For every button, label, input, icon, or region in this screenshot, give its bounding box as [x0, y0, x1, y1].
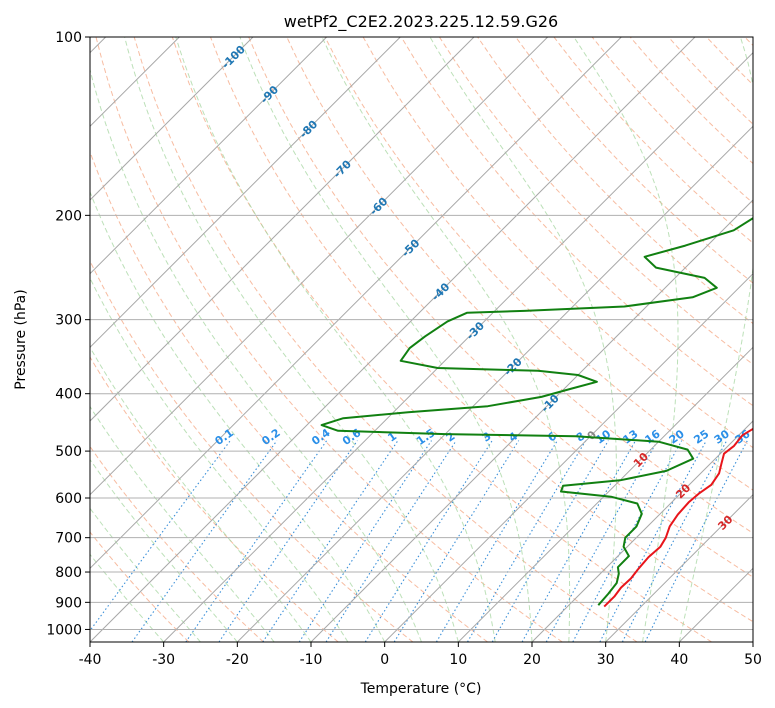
x-tick-label: -40 — [79, 652, 102, 668]
plot-frame — [89, 36, 754, 643]
mixing-ratio-line — [325, 440, 457, 642]
isotherm-line — [90, 37, 475, 422]
moist-adiabat-line — [124, 37, 459, 642]
isotherm-line — [90, 37, 549, 496]
isotherm-line — [384, 272, 753, 642]
dry-adiabat-line — [90, 356, 339, 642]
mixing-ratio-line — [435, 440, 558, 642]
y-tick-label: 300 — [55, 313, 82, 329]
moist-adiabat-line — [90, 67, 422, 642]
moist-adiabat-line — [90, 458, 238, 642]
moist-adiabat-line — [678, 37, 753, 642]
isotherm-line — [605, 493, 753, 642]
mixing-ratio-line — [572, 440, 683, 642]
mixing-ratio-line — [185, 440, 328, 642]
isotherm-label: 40 — [758, 543, 775, 563]
isotherms — [90, 37, 753, 642]
series-lines — [320, 216, 753, 608]
mixing-ratio-line — [131, 440, 278, 642]
y-tick-label: 400 — [55, 387, 82, 403]
x-tick-label: 30 — [597, 652, 615, 668]
moist-adiabat-line — [90, 553, 165, 642]
dry-adiabat-line — [171, 37, 712, 642]
isotherm-line — [90, 37, 254, 201]
isotherm-line — [90, 37, 401, 349]
isotherm-line — [90, 37, 328, 275]
isotherm-line — [90, 37, 622, 570]
x-axis: -40 -30 -20 -10 0 10 20 30 40 50 — [79, 642, 762, 668]
mixing-ratio-line — [644, 440, 748, 642]
dry-adiabat-line — [95, 37, 563, 642]
isotherm-line — [531, 420, 753, 642]
dewpoint-line — [320, 216, 753, 606]
dry-adiabat-line — [324, 37, 753, 491]
y-tick-label: 900 — [55, 595, 82, 611]
y-axis-label: Pressure (hPa) — [13, 289, 29, 389]
mixing-ratio-line — [491, 440, 609, 642]
mixing-ratio-line — [90, 440, 231, 632]
dry-adiabat-line — [210, 37, 753, 623]
y-axis: 100 200 300 400 500 600 700 800 900 1000 — [46, 30, 90, 638]
isotherm-line — [90, 37, 696, 642]
dry-adiabat-line — [90, 150, 488, 642]
x-tick-label: 0 — [380, 652, 389, 668]
dry-adiabat-line — [248, 37, 753, 578]
dry-adiabat-line — [515, 37, 753, 284]
y-tick-label: 1000 — [46, 622, 82, 638]
dry-adiabat-line — [133, 37, 638, 642]
mixing-ratio-line — [298, 440, 432, 642]
y-tick-label: 100 — [55, 30, 82, 46]
moist-adiabat-line — [90, 277, 349, 642]
moist-adiabat-line — [90, 190, 386, 642]
mixing-ratio-lines — [90, 440, 748, 642]
moist-adiabat-line — [90, 346, 312, 642]
y-tick-label: 700 — [55, 531, 82, 547]
dry-adiabat-line — [90, 531, 190, 642]
y-tick-label: 200 — [55, 208, 82, 224]
dry-adiabat-line — [400, 37, 753, 407]
x-axis-label: Temperature (°C) — [360, 681, 482, 697]
y-tick-label: 500 — [55, 444, 82, 460]
isotherm-line — [236, 125, 753, 642]
mixing-ratio-line — [364, 440, 493, 642]
moist-adiabat-line — [90, 507, 201, 642]
moist-adiabat-line — [175, 37, 496, 642]
isobars — [90, 37, 753, 630]
isotherm-line — [310, 199, 753, 642]
x-tick-label: -20 — [226, 652, 249, 668]
dry-adiabat-line — [438, 37, 753, 366]
dry-adiabat-line — [90, 445, 264, 642]
x-tick-label: 20 — [523, 652, 541, 668]
mixing-ratio-line — [262, 440, 399, 642]
moist-adiabat-line — [239, 37, 533, 642]
chart-title: wetPf2_C2E2.2023.225.12.59.G26 — [284, 12, 558, 32]
x-tick-label: 50 — [744, 652, 762, 668]
isotherm-line — [752, 641, 753, 642]
isotherm-line — [457, 346, 753, 642]
mixing-ratio-line — [545, 440, 659, 642]
isotherm-line — [163, 51, 753, 642]
mixing-ratio-line — [521, 440, 637, 642]
x-tick-label: 10 — [449, 652, 467, 668]
moist-adiabat-line — [573, 37, 679, 642]
y-tick-label: 600 — [55, 491, 82, 507]
x-tick-label: -10 — [300, 652, 323, 668]
x-tick-label: -30 — [152, 652, 175, 668]
x-tick-label: 40 — [670, 652, 688, 668]
y-tick-label: 800 — [55, 565, 82, 581]
temperature-line — [603, 427, 753, 608]
mixing-ratio-line — [467, 440, 587, 642]
